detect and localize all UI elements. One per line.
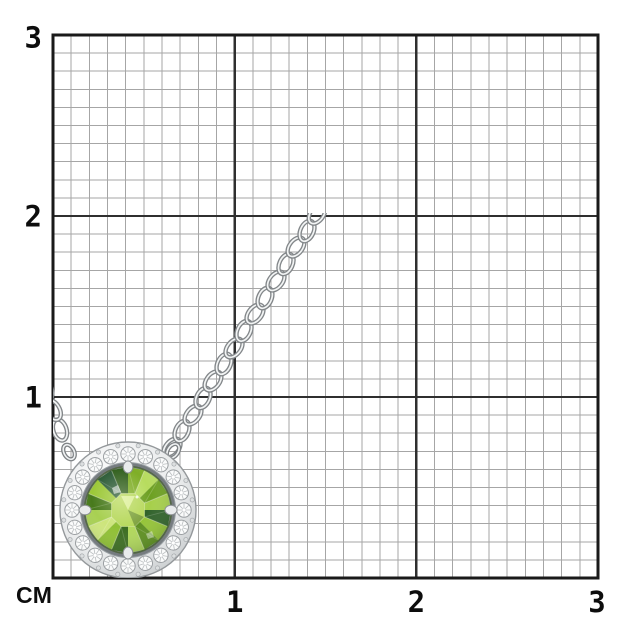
y-axis-label-1: 1 <box>24 380 42 415</box>
chain <box>35 201 329 461</box>
pendant <box>59 441 197 578</box>
bail-left <box>61 443 77 462</box>
y-axis-label-2: 2 <box>24 199 42 234</box>
x-axis-label-3: 3 <box>588 585 606 619</box>
prongs <box>78 460 178 560</box>
unit-label-cm: СМ <box>16 582 53 608</box>
x-axis-label-2: 2 <box>407 585 426 619</box>
peridot-gemstone <box>83 465 173 555</box>
y-axis-label-3: 3 <box>24 20 42 55</box>
x-axis-label-1: 1 <box>225 585 244 619</box>
